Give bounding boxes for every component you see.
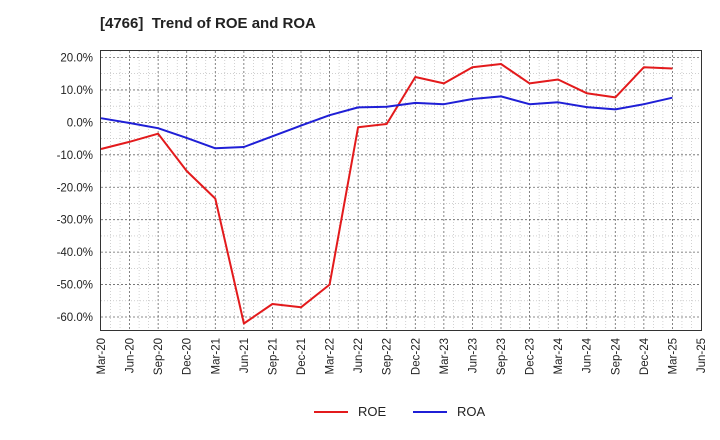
x-tick-label: Mar-24 <box>553 337 565 374</box>
x-tick-label: Dec-20 <box>182 338 194 375</box>
y-axis-tick-labels: 20.0% 10.0% 0.0% -10.0% -20.0% -30.0% -40.0% -5… <box>57 52 93 324</box>
x-tick-label: Dec-24 <box>639 337 651 375</box>
y-tick-label: 0.0% <box>67 117 93 129</box>
y-tick-label: -60.0% <box>57 312 93 324</box>
x-tick-label: Jun-24 <box>582 337 594 373</box>
x-tick-label: Sep-21 <box>267 338 279 375</box>
y-tick-label: -10.0% <box>57 150 93 162</box>
legend-swatch-roe <box>314 410 348 413</box>
legend-swatch-roa <box>413 410 447 413</box>
series-lines <box>100 63 673 325</box>
x-tick-label: Sep-23 <box>496 338 508 375</box>
x-tick-label: Dec-23 <box>525 338 537 375</box>
x-tick-label: Dec-22 <box>410 338 422 375</box>
x-tick-label: Sep-24 <box>610 337 622 375</box>
y-tick-label: -40.0% <box>57 247 93 259</box>
y-tick-label: 10.0% <box>60 85 93 97</box>
x-tick-label: Mar-20 <box>96 338 108 374</box>
x-tick-label: Jun-22 <box>353 338 365 373</box>
x-tick-label: Mar-25 <box>667 338 679 374</box>
x-tick-label: Sep-20 <box>153 338 165 375</box>
y-tick-label: -30.0% <box>57 215 93 227</box>
plot-area-border <box>100 50 702 331</box>
x-tick-label: Jun-21 <box>239 338 251 373</box>
series-line-roe <box>100 63 673 325</box>
x-tick-label: Sep-22 <box>382 338 394 375</box>
x-tick-label: Dec-21 <box>296 338 308 375</box>
legend-item-roe: ROE <box>314 404 386 419</box>
y-tick-label: 20.0% <box>60 52 93 64</box>
y-tick-label: -20.0% <box>57 182 93 194</box>
x-tick-label: Mar-22 <box>325 338 337 374</box>
series-line-roa <box>100 95 673 150</box>
x-tick-label: Mar-21 <box>210 338 222 374</box>
grid-lines <box>101 51 701 330</box>
legend-item-roa: ROA <box>413 404 485 419</box>
legend-label-roe: ROE <box>358 404 387 419</box>
x-tick-label: Mar-23 <box>439 338 451 374</box>
chart-title: [4766] Trend of ROE and ROA <box>100 15 316 32</box>
x-tick-label: Jun-25 <box>696 338 708 373</box>
x-tick-label: Jun-20 <box>125 338 137 373</box>
x-axis-tick-labels: Mar-20 Jun-20 Sep-20 Dec-20 Mar-21 Jun-21 Sep-… <box>96 337 708 375</box>
legend: ROE ROA <box>0 404 720 428</box>
legend-label-roa: ROA <box>457 404 486 419</box>
y-tick-label: -50.0% <box>57 280 93 292</box>
x-tick-label: Jun-23 <box>467 338 479 373</box>
